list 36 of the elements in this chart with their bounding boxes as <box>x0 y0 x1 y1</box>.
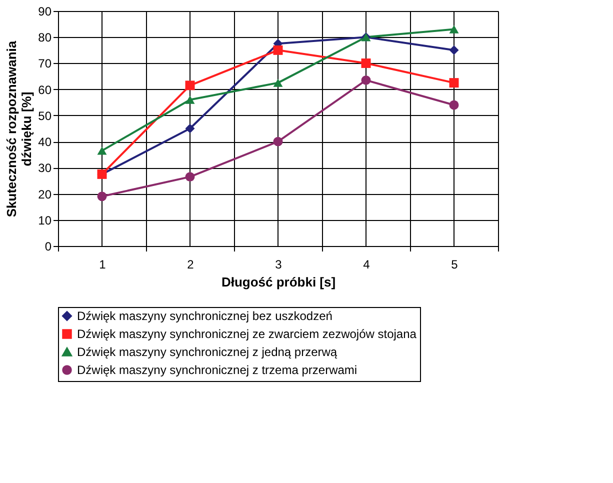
y-tick-label: 70 <box>38 56 52 71</box>
y-tick-label: 10 <box>38 213 52 228</box>
point <box>97 146 107 155</box>
point <box>185 124 195 134</box>
y-axis-title: Skuteczność rozpoznawania dźwięku [%] <box>4 40 34 218</box>
point <box>185 172 195 182</box>
legend-label: Dźwięk maszyny synchronicznej bez uszkodzeń <box>77 309 332 323</box>
legend-label: Dźwięk maszyny synchronicznej ze zwarciem zezwojów stojana <box>77 327 417 341</box>
x-tick-label: 1 <box>99 258 106 272</box>
x-tick-label: 2 <box>187 258 194 272</box>
point <box>361 58 371 68</box>
x-tick-label: 3 <box>275 258 282 272</box>
y-tick-label: 30 <box>38 161 52 176</box>
y-tick-label: 0 <box>44 240 52 254</box>
y-tick-label: 20 <box>38 187 52 202</box>
point <box>185 96 195 104</box>
y-tick-label: 80 <box>38 30 52 45</box>
y-tick-label: 40 <box>38 135 52 150</box>
x-tick-label: 4 <box>363 258 370 272</box>
x-tick-label: 5 <box>451 258 458 272</box>
point <box>97 192 107 202</box>
point <box>361 75 371 85</box>
point <box>449 100 459 110</box>
y-tick-label: 50 <box>38 108 52 123</box>
y-tick-label: 60 <box>38 82 52 97</box>
point <box>273 136 283 146</box>
point <box>273 78 283 87</box>
legend-label: Dźwięk maszyny synchronicznej z jedną przerwą <box>77 345 338 359</box>
y-tick-label: 90 <box>38 4 52 18</box>
point <box>449 78 459 88</box>
point <box>273 45 283 55</box>
x-axis-title: Długość próbki [s] <box>221 274 336 290</box>
legend-label: Dźwięk maszyny synchronicznej z trzema przerwami <box>77 363 358 377</box>
point <box>185 80 195 90</box>
point <box>449 25 459 34</box>
point <box>449 45 459 55</box>
